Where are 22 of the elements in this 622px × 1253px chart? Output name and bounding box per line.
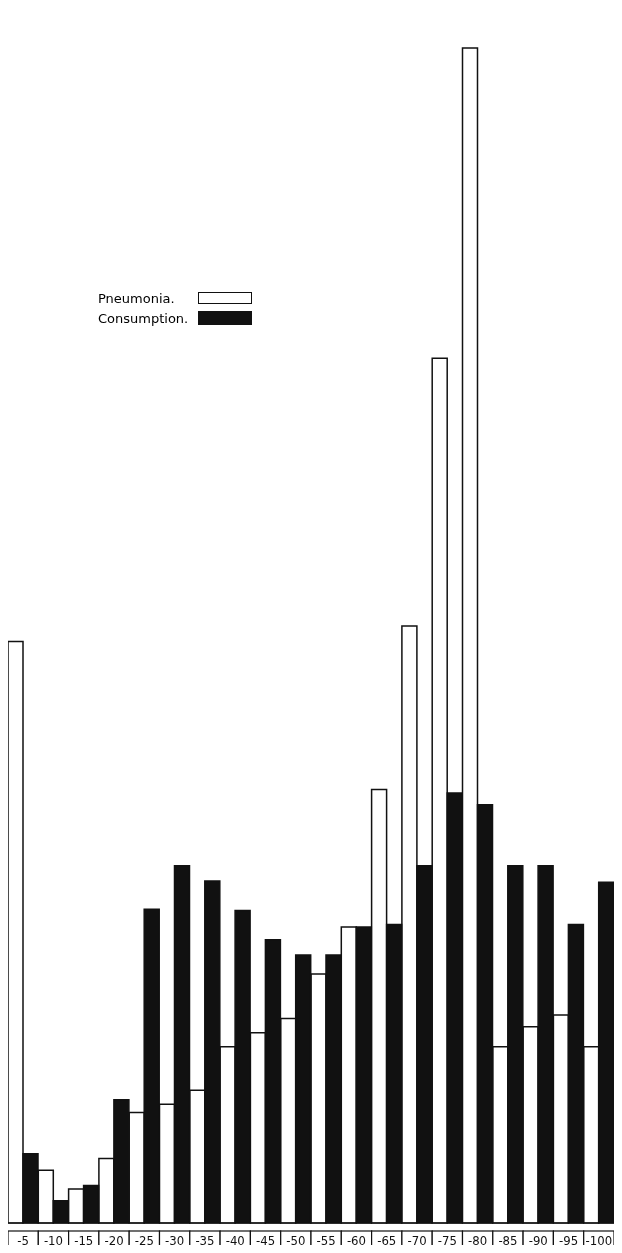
x-tick-label: -95 xyxy=(559,1233,579,1248)
x-tick-label: -25 xyxy=(134,1233,154,1248)
x-tick-label: -40 xyxy=(225,1233,245,1248)
x-tick-label: -65 xyxy=(377,1233,397,1248)
x-tick-label: -5 xyxy=(17,1233,29,1248)
x-tick-label: -80 xyxy=(468,1233,488,1248)
x-tick-label: -35 xyxy=(195,1233,215,1248)
legend-label: Consumption. xyxy=(98,310,190,326)
x-tick-label: -30 xyxy=(165,1233,185,1248)
legend-label: Pneumonia. xyxy=(98,290,176,306)
x-tick-label: -60 xyxy=(346,1233,366,1248)
x-tick-label: -90 xyxy=(528,1233,548,1248)
x-tick-label: -15 xyxy=(74,1233,94,1248)
x-tick-label: -10 xyxy=(43,1233,63,1248)
x-tick-label: -55 xyxy=(316,1233,336,1248)
x-tick-label: -45 xyxy=(256,1233,276,1248)
x-tick-label: -50 xyxy=(286,1233,306,1248)
x-tick-label: -70 xyxy=(407,1233,427,1248)
x-tick-label: -85 xyxy=(498,1233,518,1248)
x-tick-label: -100 xyxy=(585,1233,613,1248)
x-tick-label: -20 xyxy=(104,1233,124,1248)
x-tick-label: -75 xyxy=(437,1233,457,1248)
